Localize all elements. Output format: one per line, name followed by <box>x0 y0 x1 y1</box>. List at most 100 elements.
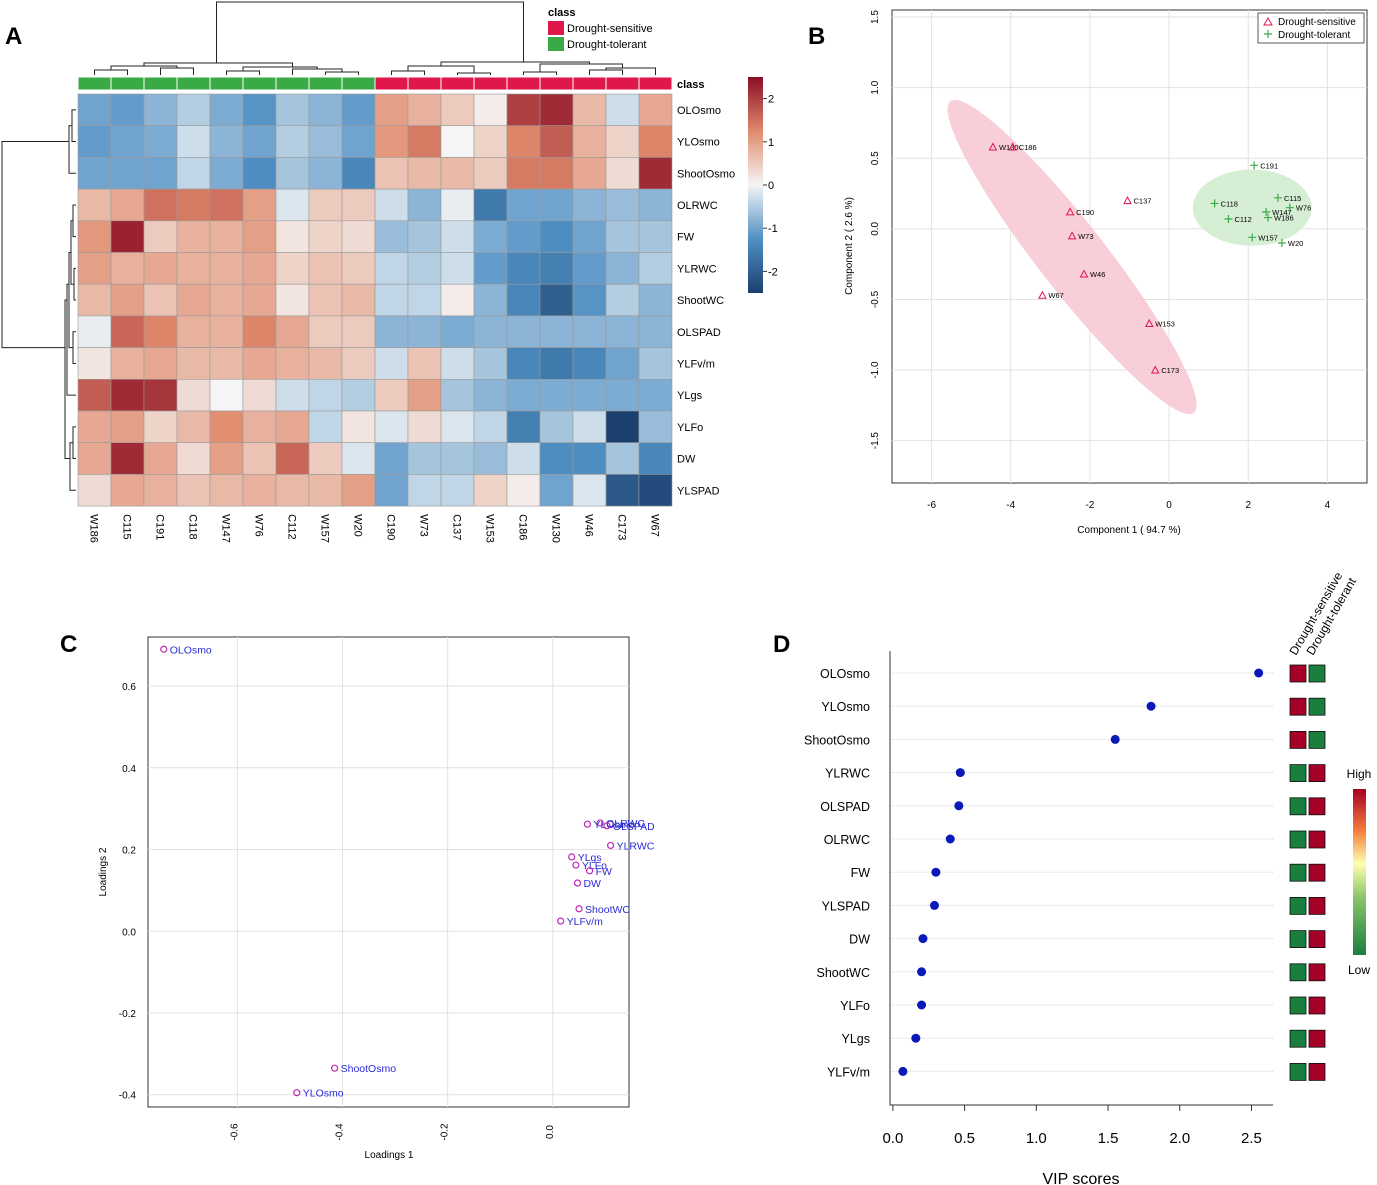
heatmap-cell <box>143 157 178 190</box>
heatmap-cell <box>605 157 640 190</box>
heatmap-cell <box>539 220 574 253</box>
pls-scores-panel: W130 C186 C137 C190 W73 W46 W67 W153 C173 C191 C11… <box>844 9 1368 536</box>
heatmap-cell <box>506 93 541 127</box>
heatmap-cell <box>341 474 376 507</box>
group-level-box <box>1289 731 1307 749</box>
category-label: OLRWC <box>824 833 870 847</box>
score-point-label: W76 <box>1296 204 1311 213</box>
y-tick-label: 0.0 <box>870 221 881 235</box>
score-point-label: W147 <box>1272 208 1292 217</box>
legend-label-sensitive: Drought-sensitive <box>567 23 653 35</box>
score-point-label: W186 <box>1274 214 1294 223</box>
heatmap-cell <box>308 347 343 380</box>
class-cell <box>407 76 442 91</box>
score-point-sensitive <box>1065 207 1075 216</box>
x-tick-label: -6 <box>927 500 936 511</box>
heatmap-cell <box>407 315 442 348</box>
heatmap-cell <box>638 347 673 380</box>
heatmap-cell <box>242 188 277 222</box>
heatmap-cell <box>440 315 475 348</box>
loading-point <box>557 917 565 925</box>
heatmap-cell <box>341 347 376 380</box>
y-axis-label: Loadings 2 <box>98 847 109 896</box>
x-tick-label: -0.2 <box>440 1123 451 1141</box>
heatmap-cell <box>143 474 178 507</box>
heatmap-cell <box>638 378 673 412</box>
heatmap-cell <box>242 378 277 412</box>
ellipse-tolerant <box>1192 169 1312 246</box>
heatmap-cell <box>605 442 640 475</box>
group-level-box <box>1308 1063 1326 1081</box>
loading-point <box>583 820 592 828</box>
group-level-box <box>1289 797 1307 816</box>
score-point-sensitive <box>1067 231 1077 240</box>
heatmap-cell <box>539 474 574 507</box>
x-axis-line <box>889 651 1273 1106</box>
heatmap-cell <box>143 188 178 222</box>
loading-point-label: YLOsmo <box>593 819 634 831</box>
heatmap-cell <box>275 474 310 507</box>
heatmap-cell <box>374 410 409 444</box>
heatmap-cell <box>506 125 541 158</box>
column-label: C118 <box>187 514 199 539</box>
row-label: YLOsmo <box>677 137 720 149</box>
category-label: FW <box>851 866 871 880</box>
heatmap-cell <box>638 442 673 475</box>
heatmap-cell <box>110 252 145 285</box>
y-tick-label: -0.4 <box>119 1091 137 1102</box>
panel-label-d: D <box>773 631 790 658</box>
heatmap-cell <box>275 378 310 412</box>
score-point-label: C186 <box>1019 143 1037 152</box>
group-level-box <box>1289 764 1307 782</box>
heatmap-cell <box>374 220 409 253</box>
row-label: YLgs <box>677 390 703 402</box>
legend-swatch-tolerant <box>548 37 564 51</box>
class-cell <box>374 76 409 91</box>
heatmap-cell <box>539 347 574 380</box>
heatmap-cell <box>308 220 343 253</box>
group-level-box <box>1308 764 1326 782</box>
heatmap-cell <box>341 188 376 222</box>
loading-point-label: YLgs <box>578 852 602 864</box>
loading-point-label: FW <box>596 866 612 878</box>
loading-point <box>607 841 615 850</box>
heatmap-cell <box>341 410 376 444</box>
heatmap-cell <box>341 220 376 253</box>
heatmap-cell <box>308 157 343 190</box>
heatmap-cell <box>572 283 607 317</box>
heatmap-cell <box>110 315 145 348</box>
heatmap-cell <box>209 315 244 348</box>
row-label: YLFv/m <box>677 358 715 370</box>
heatmap-cell <box>638 474 673 507</box>
heatmap-cell <box>275 252 310 285</box>
heatmap-cell <box>209 93 244 127</box>
x-tick-label: 0 <box>1166 500 1172 511</box>
heatmap-cell <box>374 252 409 285</box>
heatmap-cell <box>407 347 442 380</box>
heatmap-cell <box>374 442 409 475</box>
heatmap-cell <box>77 347 112 380</box>
dendrogram-branch <box>72 204 76 238</box>
heatmap-cell <box>473 378 508 412</box>
heatmap-cell <box>473 252 508 285</box>
score-points: W130 C186 C137 C190 W73 W46 W67 W153 C173 C191 C11… <box>988 142 1311 375</box>
loading-point <box>568 853 576 861</box>
colorbar-tick-label: 2 <box>768 94 774 106</box>
heatmap-cell <box>308 188 343 222</box>
group-level-boxes <box>1289 664 1326 1081</box>
group-level-box <box>1289 697 1307 716</box>
heatmap-cell <box>473 93 508 127</box>
heatmap-cell <box>605 283 640 317</box>
heatmap-cell <box>143 442 178 475</box>
column-dendrogram <box>94 1 656 75</box>
x-tick-label: 2 <box>1245 500 1251 511</box>
heatmap-cell <box>374 93 409 127</box>
loading-point <box>293 1089 301 1097</box>
heatmap-cell <box>638 93 673 127</box>
heatmap-cells <box>77 93 673 507</box>
loading-point-label: OLRWC <box>606 818 645 830</box>
dendrogram-branch <box>143 62 293 67</box>
score-point-tolerant <box>1262 207 1271 216</box>
colorbar-low-label: Low <box>1348 963 1370 977</box>
